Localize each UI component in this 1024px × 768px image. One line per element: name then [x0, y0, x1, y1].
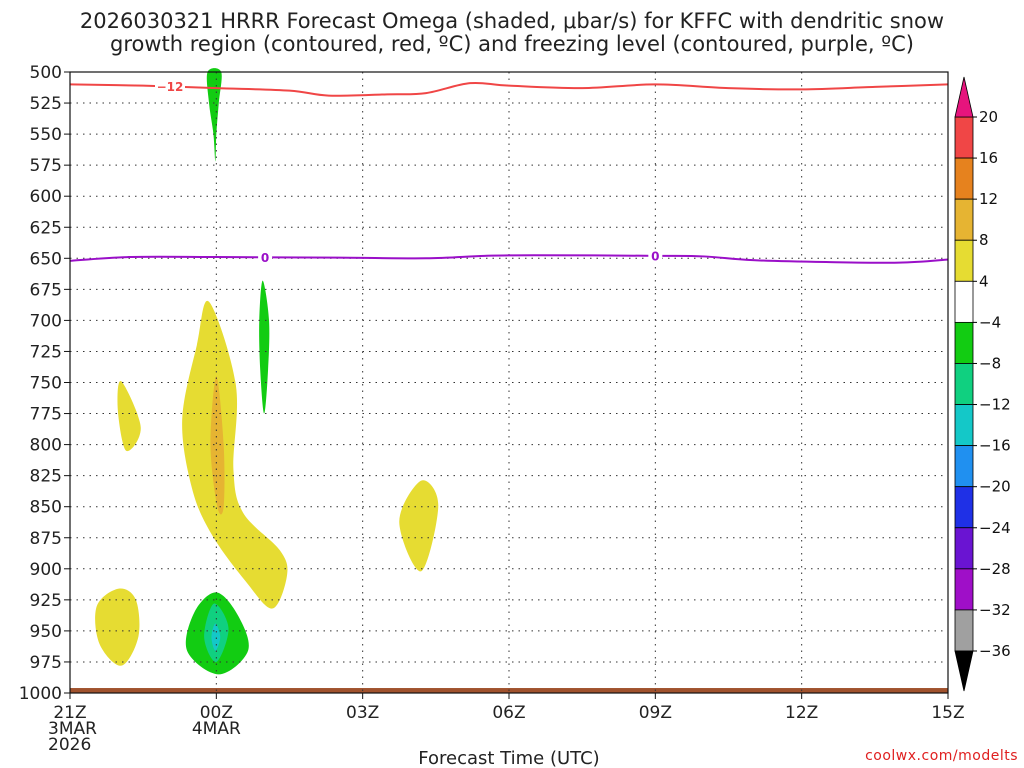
colorbar-label: −12: [979, 396, 1011, 414]
colorbar-bin: [954, 280, 974, 323]
y-tick-label: 925: [30, 591, 62, 611]
x-axis-label: Forecast Time (UTC): [418, 748, 599, 768]
y-tick-label: 700: [30, 311, 62, 331]
contour-minus12C: [69, 81, 949, 97]
contour-zeroC: [69, 254, 949, 264]
y-tick-label: 900: [30, 560, 62, 580]
colorbar-under: [954, 650, 974, 692]
colorbar-label: 8: [979, 231, 989, 249]
region-orange-core: [210, 376, 225, 515]
colorbar-over: [954, 76, 974, 118]
contour-label-bg: [154, 79, 185, 94]
colorbar-label: −4: [979, 313, 1001, 331]
y-tick-label: 950: [30, 622, 62, 642]
colorbar-bin: [954, 527, 974, 570]
colorbar-label: 4: [979, 272, 989, 290]
colorbar-bin: [954, 609, 974, 652]
colorbar-label: −36: [979, 642, 1011, 660]
region-yellow-blob-left: [117, 380, 141, 452]
colorbar-bin: [954, 486, 974, 529]
x-tick-label: 4MAR: [192, 719, 241, 739]
y-tick-label: 750: [30, 374, 62, 394]
title-line: growth region (contoured, red, ºC) and f…: [110, 32, 914, 56]
title-line: 2026030321 HRRR Forecast Omega (shaded, …: [80, 9, 944, 33]
colorbar-bin: [954, 568, 974, 611]
y-tick-label: 500: [30, 63, 62, 83]
credit-link[interactable]: coolwx.com/modelts: [865, 748, 1018, 764]
y-tick-label: 725: [30, 342, 62, 362]
y-tick-label: 825: [30, 467, 62, 487]
x-tick-label: 2026: [48, 735, 91, 755]
y-tick-label: 1000: [19, 684, 62, 704]
y-tick-label: 975: [30, 653, 62, 673]
colorbar-label: −32: [979, 601, 1011, 619]
x-tick-label: 12Z: [785, 703, 818, 723]
colorbar-bin: [954, 445, 974, 488]
y-axis: 500 525 550 575 600 625 650 675 700 725 750 775 800 8…: [19, 63, 70, 704]
region-green-streak-mid: [259, 280, 270, 414]
y-tick-label: 625: [30, 218, 62, 238]
contour-label: 0: [651, 249, 659, 263]
shaded-regions: [95, 68, 439, 675]
y-tick-label: 650: [30, 249, 62, 269]
contours: −12 0 0: [69, 79, 949, 265]
y-tick-label: 775: [30, 405, 62, 425]
colorbar-label: −8: [979, 354, 1001, 372]
colorbar-bin: [954, 239, 974, 282]
region-green-streak-upper: [206, 68, 222, 162]
y-tick-label: 800: [30, 436, 62, 456]
x-tick-label: 15Z: [931, 703, 964, 723]
region-yellow-blob-lower: [95, 588, 140, 666]
colorbar-bin: [954, 198, 974, 241]
contour-label: 0: [261, 251, 269, 265]
chart-title: 2026030321 HRRR Forecast Omega (shaded, …: [80, 9, 944, 56]
colorbar-label: −16: [979, 437, 1011, 455]
colorbar-bin: [954, 363, 974, 405]
x-tick-label: 21Z: [53, 703, 86, 723]
contour-label-bg: [648, 248, 663, 263]
y-tick-label: 550: [30, 125, 62, 145]
colorbar-bin: [954, 157, 974, 200]
contour-label: −12: [157, 80, 184, 94]
y-tick-label: 575: [30, 156, 62, 176]
y-tick-label: 600: [30, 187, 62, 207]
y-tick-label: 875: [30, 529, 62, 549]
colorbar-label: −24: [979, 519, 1011, 537]
x-tick-label: 06Z: [492, 703, 525, 723]
colorbar-label: 20: [979, 108, 998, 126]
x-tick-label: 00Z: [200, 703, 233, 723]
y-tick-label: 675: [30, 280, 62, 300]
x-tick-label: 03Z: [346, 703, 379, 723]
region-cyan-spot: [211, 623, 221, 651]
colorbar-label: 12: [979, 190, 998, 208]
colorbar-label: −28: [979, 560, 1011, 578]
y-tick-label: 525: [30, 94, 62, 114]
region-yellow-blob-right: [399, 480, 439, 572]
region-yellow-plume: [182, 300, 288, 609]
x-tick-label: 3MAR: [48, 719, 97, 739]
colorbar-label: −20: [979, 478, 1011, 496]
colorbar-bin: [954, 116, 974, 159]
colorbar-label: 16: [979, 149, 998, 167]
contour-label-bg: [258, 250, 273, 265]
y-tick-label: 850: [30, 498, 62, 518]
colorbar-bin: [954, 321, 974, 364]
colorbar: 20 16 12 8 4 −4 −8 −12 −16 −20 −24 −28 −32 −36: [954, 76, 1011, 692]
x-tick-label: 09Z: [639, 703, 672, 723]
colorbar-bin: [954, 404, 974, 447]
